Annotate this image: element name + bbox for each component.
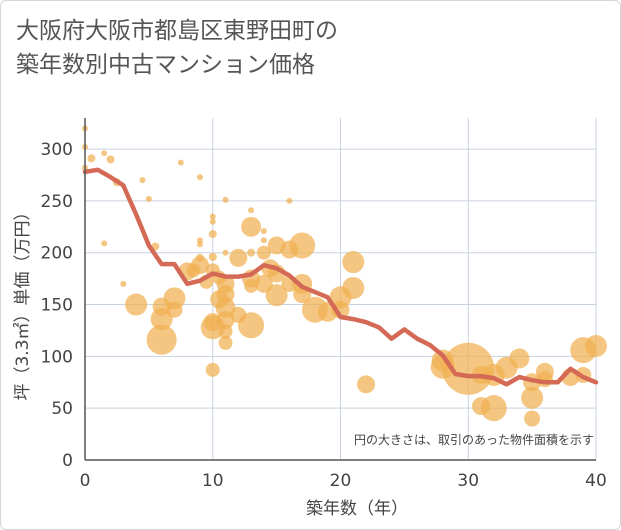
- bubble-point: [196, 174, 203, 181]
- bubble-point: [106, 155, 115, 164]
- bubble-point: [146, 324, 177, 355]
- bubble-point: [289, 232, 316, 259]
- bubble-point: [509, 348, 530, 369]
- y-tick-label: 100: [41, 347, 73, 367]
- y-tick-label: 200: [41, 244, 73, 264]
- bubble-point: [120, 280, 127, 287]
- y-tick-label: 300: [41, 140, 73, 160]
- bubble-point: [87, 154, 96, 163]
- chart-title-line-2: 築年数別中古マンション価格: [16, 52, 315, 78]
- bubble-point: [125, 293, 148, 316]
- bubble-point: [585, 335, 607, 357]
- chart-title: 大阪府大阪市都島区東野田町の 築年数別中古マンション価格: [16, 14, 338, 82]
- bubble-point: [260, 227, 267, 234]
- bubble-point: [190, 256, 209, 275]
- bubble-size-note: 円の大きさは、取引のあった物件面積を示す: [354, 432, 594, 447]
- bubble-point: [238, 312, 265, 339]
- bubble-point: [139, 177, 146, 184]
- bubble-point: [205, 362, 220, 377]
- bubble-point: [342, 276, 365, 299]
- y-tick-label: 150: [41, 296, 73, 316]
- chart-title-line-1: 大阪府大阪市都島区東野田町の: [16, 18, 338, 44]
- bubble-point: [101, 240, 108, 247]
- x-tick-label: 0: [80, 471, 91, 491]
- bubble-point: [177, 159, 184, 166]
- bubble-point: [216, 311, 235, 330]
- x-axis-title: 築年数（年）: [306, 499, 408, 519]
- bubble-point: [209, 218, 216, 225]
- bubble-point: [150, 308, 173, 331]
- bubble-point: [218, 335, 233, 350]
- bubble-point: [480, 395, 507, 422]
- bubble-point: [145, 195, 152, 202]
- bubble-point: [265, 284, 288, 307]
- bubble-point: [244, 278, 259, 293]
- bubble-point: [196, 237, 203, 244]
- y-axis-title: 坪（3.3㎡）単価（万円）: [13, 203, 33, 400]
- average-price-line: [82, 167, 599, 387]
- tick-labels: 0 10 20 30 40 0 50 100 150 200 250 300: [41, 140, 607, 491]
- bubble-point: [218, 324, 233, 339]
- bubble-point: [216, 285, 235, 304]
- bubble-point: [248, 207, 255, 214]
- bubble-point: [208, 230, 217, 239]
- trend-line-series: [82, 167, 599, 387]
- bubble-point: [357, 375, 376, 394]
- bubble-point: [196, 241, 203, 248]
- bubble-point: [256, 245, 271, 260]
- y-tick-label: 50: [51, 399, 73, 419]
- bubble-point: [342, 251, 365, 274]
- bubble-point: [286, 197, 293, 204]
- bubble-point: [229, 248, 248, 267]
- x-tick-label: 30: [457, 471, 479, 491]
- x-tick-label: 20: [330, 471, 352, 491]
- y-tick-label: 250: [41, 192, 73, 212]
- bubble-point: [331, 300, 350, 319]
- x-tick-label: 40: [585, 471, 607, 491]
- bubble-point: [222, 196, 229, 203]
- axes: [84, 118, 596, 461]
- bubble-point: [521, 386, 544, 409]
- bubble-point: [166, 301, 183, 318]
- bubble-point: [163, 287, 186, 310]
- x-tick-label: 10: [202, 471, 224, 491]
- bubble-point: [209, 213, 216, 220]
- bubble-point: [260, 237, 267, 244]
- bubble-point: [101, 150, 108, 157]
- y-tick-label: 0: [62, 451, 73, 471]
- bubble-point: [222, 249, 229, 256]
- bubble-point: [208, 252, 217, 261]
- bubble-point: [524, 410, 541, 427]
- bubble-point: [247, 248, 256, 257]
- bubble-point: [241, 216, 262, 237]
